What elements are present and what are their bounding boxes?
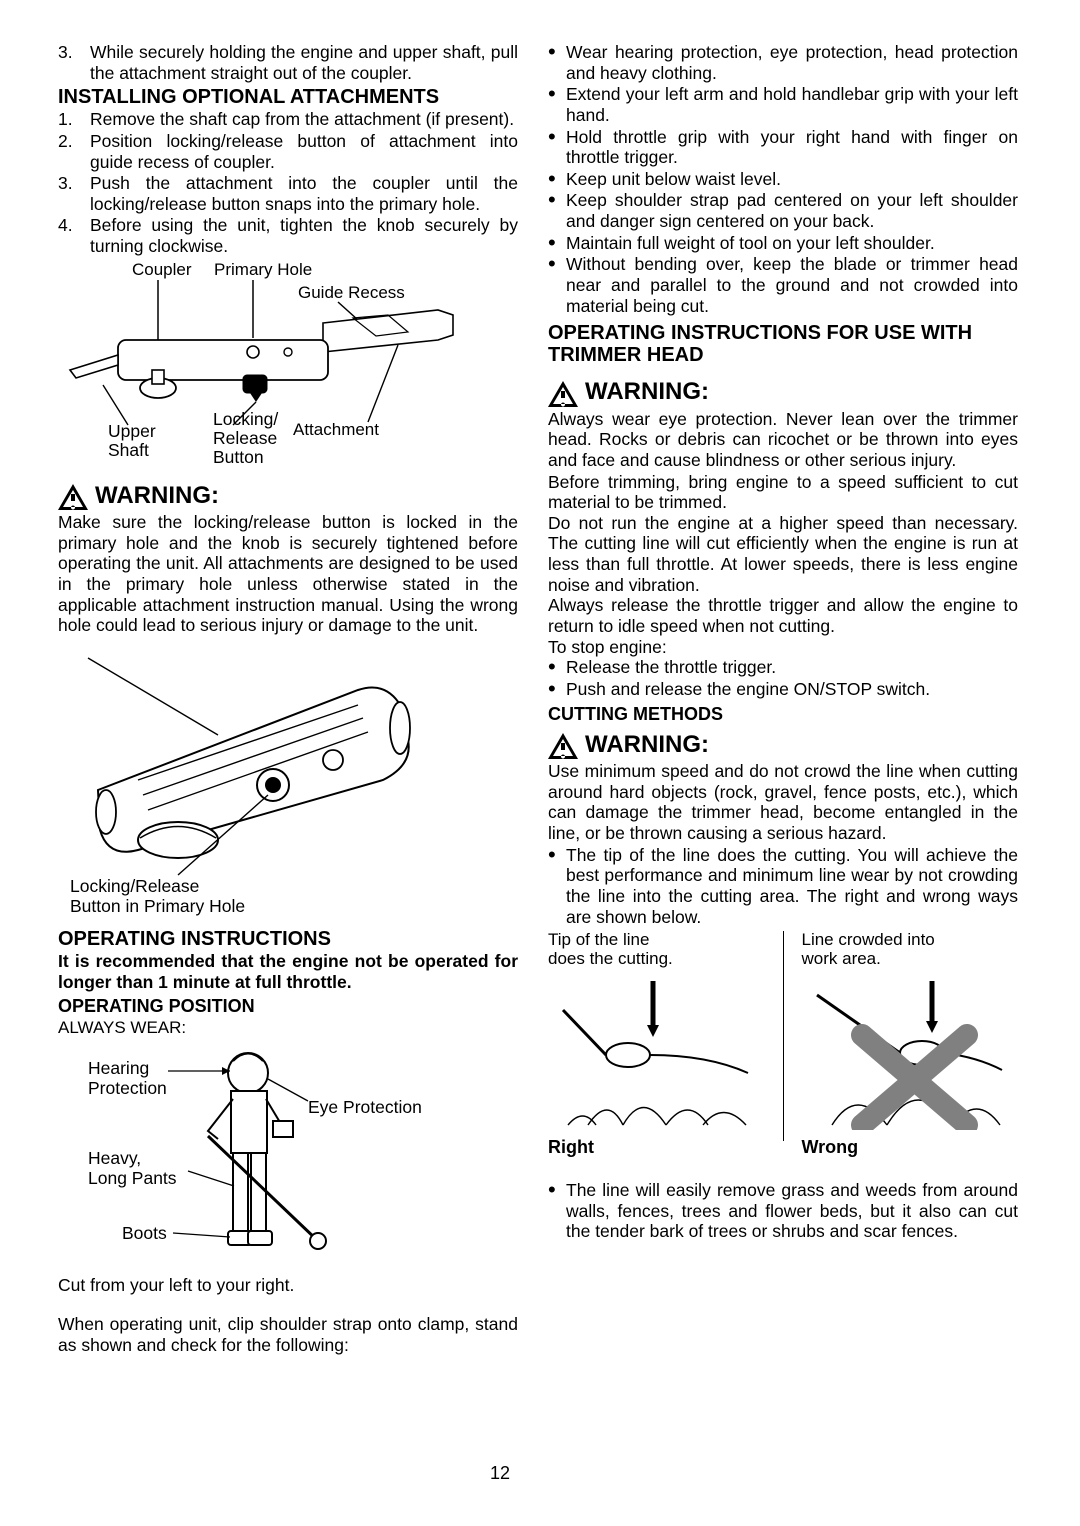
right-wrong-diagram: Tip of the line does the cutting. Right (548, 931, 1018, 1158)
warning-label: WARNING: (95, 482, 219, 510)
step-num: 1. (58, 109, 90, 130)
check-list: •Wear hearing protection, eye protection… (548, 42, 1018, 316)
hearing-label: Hearing Protection (88, 1059, 167, 1098)
check-item: Extend your left arm and hold handlebar … (566, 84, 1018, 125)
warning-label: WARNING: (585, 378, 709, 406)
attachment-label: Attachment (293, 420, 379, 440)
left-column: 3. While securely holding the engine and… (58, 42, 518, 1355)
warning-text: Make sure the locking/release button is … (58, 512, 518, 636)
warning-row: WARNING: (58, 482, 518, 510)
step-text: Push the attachment into the coupler unt… (90, 173, 518, 214)
step-text: While securely holding the engine and up… (90, 42, 518, 83)
step-text: Position locking/release button of attac… (90, 131, 518, 172)
warning-icon (548, 733, 578, 759)
stop-step: Release the throttle trigger. (566, 657, 1018, 678)
right-column: •Wear hearing protection, eye protection… (548, 42, 1018, 1355)
step-num: 3. (58, 42, 90, 83)
wrong-label: Wrong (802, 1137, 1019, 1158)
coupler-diagram: Coupler Primary Hole Guide Recess (58, 260, 518, 470)
continued-list: 3. While securely holding the engine and… (58, 42, 518, 83)
to-stop-label: To stop engine: (548, 637, 1018, 658)
step-text: Before using the unit, tighten the knob … (90, 215, 518, 256)
operator-diagram: Hearing Protection Eye Protection Heavy,… (58, 1041, 518, 1261)
right-figure (548, 975, 758, 1130)
step-num: 3. (58, 173, 90, 214)
always-release-text: Always release the throttle trigger and … (548, 595, 1018, 636)
closeup-caption: Locking/Release Button in Primary Hole (70, 876, 245, 916)
step-num: 2. (58, 131, 90, 172)
heading-install: INSTALLING OPTIONAL ATTACHMENTS (58, 86, 518, 108)
tip-bullet: The tip of the line does the cutting. Yo… (566, 845, 1018, 928)
always-wear-label: ALWAYS WEAR: (58, 1018, 518, 1038)
right-label: Right (548, 1137, 765, 1158)
wrong-figure (802, 975, 1012, 1130)
pants-label: Heavy, Long Pants (88, 1149, 177, 1188)
eye-protection-label: Eye Protection (308, 1097, 422, 1118)
warning-text: Use minimum speed and do not crowd the l… (548, 761, 1018, 844)
step-text: Remove the shaft cap from the attachment… (90, 109, 518, 130)
check-item: Hold throttle grip with your right hand … (566, 127, 1018, 168)
locking-release-label: Locking/ Release Button (213, 410, 278, 468)
stop-step: Push and release the engine ON/STOP swit… (566, 679, 1018, 700)
coupler-closeup-diagram: Locking/Release Button in Primary Hole (58, 650, 518, 920)
install-steps: 1.Remove the shaft cap from the attachme… (58, 109, 518, 256)
right-caption: Tip of the line does the cutting. (548, 931, 765, 975)
heading-trimmer: OPERATING INSTRUCTIONS FOR USE WITH TRIM… (548, 322, 1018, 366)
upper-shaft-label: Upper Shaft (108, 422, 156, 461)
check-item: Without bending over, keep the blade or … (566, 254, 1018, 316)
warning-icon (548, 381, 578, 407)
line-bullet-list: •The line will easily remove grass and w… (548, 1180, 1018, 1242)
stop-steps: •Release the throttle trigger. •Push and… (548, 657, 1018, 699)
operating-note: It is recommended that the engine not be… (58, 951, 518, 992)
warning-icon (58, 484, 88, 510)
page-number: 12 (490, 1463, 510, 1484)
warning-text: Always wear eye protection. Never lean o… (548, 409, 1018, 471)
check-item: Keep unit below waist level. (566, 169, 1018, 190)
clip-text: When operating unit, clip shoulder strap… (58, 1314, 518, 1355)
heading-operating: OPERATING INSTRUCTIONS (58, 928, 518, 950)
cut-direction: Cut from your left to your right. (58, 1275, 518, 1296)
check-item: Keep shoulder strap pad centered on your… (566, 190, 1018, 231)
before-trimming-text: Before trimming, bring engine to a speed… (548, 472, 1018, 513)
heading-position: OPERATING POSITION (58, 996, 518, 1017)
heading-cutting: CUTTING METHODS (548, 704, 1018, 725)
do-not-run-text: Do not run the engine at a higher speed … (548, 513, 1018, 596)
check-item: Maintain full weight of tool on your lef… (566, 233, 1018, 254)
boots-label: Boots (122, 1223, 167, 1244)
warning-row: WARNING: (548, 378, 1018, 406)
warning-label: WARNING: (585, 731, 709, 759)
tip-list: •The tip of the line does the cutting. Y… (548, 845, 1018, 928)
line-bullet: The line will easily remove grass and we… (566, 1180, 1018, 1242)
step-num: 4. (58, 215, 90, 256)
check-item: Wear hearing protection, eye protection,… (566, 42, 1018, 83)
wrong-caption: Line crowded into work area. (802, 931, 1019, 975)
warning-row: WARNING: (548, 731, 1018, 759)
